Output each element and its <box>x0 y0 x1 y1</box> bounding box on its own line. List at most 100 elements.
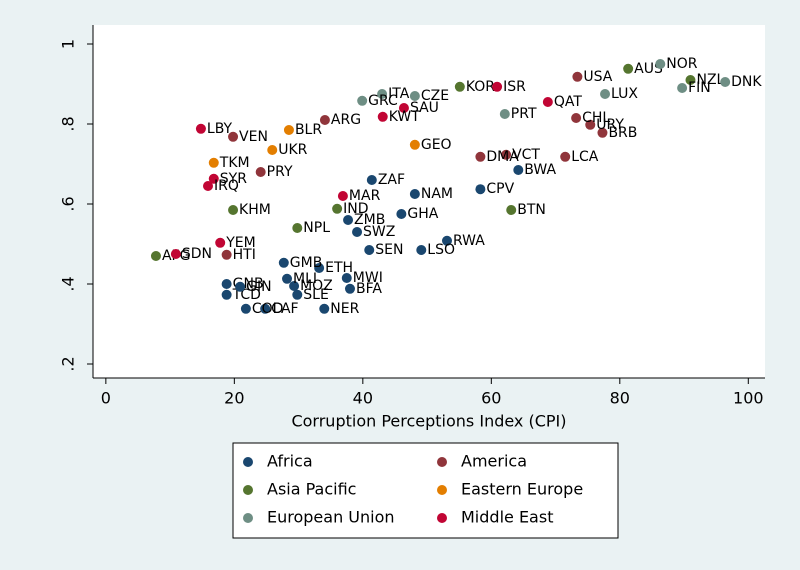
point <box>337 191 348 201</box>
point-label: DNK <box>731 74 762 90</box>
x-tick-label: 100 <box>733 389 764 408</box>
point <box>364 245 375 255</box>
x-tick-label: 40 <box>353 389 373 408</box>
point <box>352 227 363 237</box>
legend-label: Middle East <box>461 508 553 527</box>
point-label: ITA <box>388 86 410 102</box>
y-tick-label: .4 <box>59 276 78 291</box>
point <box>409 139 420 150</box>
plot-area <box>93 25 765 378</box>
point <box>319 303 330 314</box>
point <box>319 115 330 125</box>
point-label: BRB <box>608 125 637 141</box>
point <box>208 173 219 184</box>
point <box>475 151 486 162</box>
y-tick-label: .2 <box>59 356 78 371</box>
point-label: ETH <box>325 260 353 276</box>
legend-marker <box>437 513 447 523</box>
point <box>228 205 239 215</box>
point <box>221 289 232 300</box>
point-label: KHM <box>239 202 271 218</box>
point-label: URY <box>596 117 624 133</box>
point-label: MOZ <box>300 278 333 294</box>
point-label: BTN <box>517 202 546 218</box>
point <box>332 203 343 214</box>
point-label: FIN <box>688 80 711 96</box>
point-label: CZE <box>421 88 449 104</box>
point-label: LBY <box>207 121 233 137</box>
point <box>195 123 206 134</box>
point-label: COD <box>252 301 284 317</box>
point <box>560 151 571 162</box>
point <box>357 95 368 106</box>
point <box>260 303 271 314</box>
point-label: NZL <box>696 72 724 88</box>
point-label: MWI <box>353 270 383 286</box>
point-label: NER <box>330 301 359 317</box>
point-label: PRY <box>267 164 293 180</box>
point <box>267 145 278 155</box>
point-label: ISR <box>503 79 526 95</box>
point <box>377 89 388 99</box>
point <box>416 245 427 255</box>
point-label: BFA <box>356 281 382 297</box>
point <box>506 205 517 215</box>
x-axis-title: Corruption Perceptions Index (CPI) <box>291 412 566 431</box>
point <box>289 281 300 291</box>
point <box>441 235 452 246</box>
legend-marker <box>243 457 253 467</box>
point-label: NOR <box>666 56 697 72</box>
point <box>215 237 226 248</box>
legend-marker <box>243 485 253 495</box>
point <box>221 279 232 289</box>
y-tick-label: .8 <box>59 116 78 131</box>
point <box>677 83 688 93</box>
point <box>542 97 553 107</box>
point-label: SYR <box>220 171 247 187</box>
point-label: SAU <box>410 100 439 116</box>
point <box>585 119 596 130</box>
legend-marker <box>437 457 447 467</box>
point <box>283 125 294 135</box>
point-label: GEO <box>421 137 452 153</box>
point-label: IRQ <box>214 178 239 194</box>
point-label: LSO <box>427 242 455 258</box>
legend <box>232 442 619 539</box>
point-label: DMA <box>486 149 519 165</box>
legend-marker <box>437 485 447 495</box>
y-tick-label: .6 <box>59 196 78 211</box>
point-label: MAR <box>349 188 381 204</box>
point <box>409 189 420 199</box>
point-label: GRC <box>368 93 398 109</box>
x-tick-label: 0 <box>101 389 111 408</box>
point-label: SLE <box>303 287 329 303</box>
point <box>597 127 608 138</box>
point-label: GIN <box>246 279 271 295</box>
point <box>343 215 354 225</box>
point-label: BLR <box>295 122 322 138</box>
point <box>572 71 583 82</box>
point <box>170 249 181 259</box>
legend-label: Africa <box>267 452 313 471</box>
point <box>255 167 266 177</box>
point-label: NPL <box>303 220 330 236</box>
point-label: ZMB <box>354 212 385 228</box>
point <box>501 149 512 160</box>
point <box>600 89 611 99</box>
point <box>513 165 524 175</box>
point-label: SWZ <box>363 224 395 240</box>
point <box>396 209 407 219</box>
point-label: MLI <box>293 271 317 287</box>
point <box>409 91 420 101</box>
point-label: HTI <box>233 247 256 263</box>
legend-label: European Union <box>267 508 395 527</box>
point <box>454 81 465 92</box>
point-label: SDN <box>182 246 212 262</box>
point <box>150 251 161 261</box>
point <box>377 111 388 122</box>
point <box>221 249 232 260</box>
point-label: KOR <box>466 79 495 95</box>
point <box>623 63 634 74</box>
point <box>475 184 486 195</box>
point-label: CAF <box>271 301 298 317</box>
